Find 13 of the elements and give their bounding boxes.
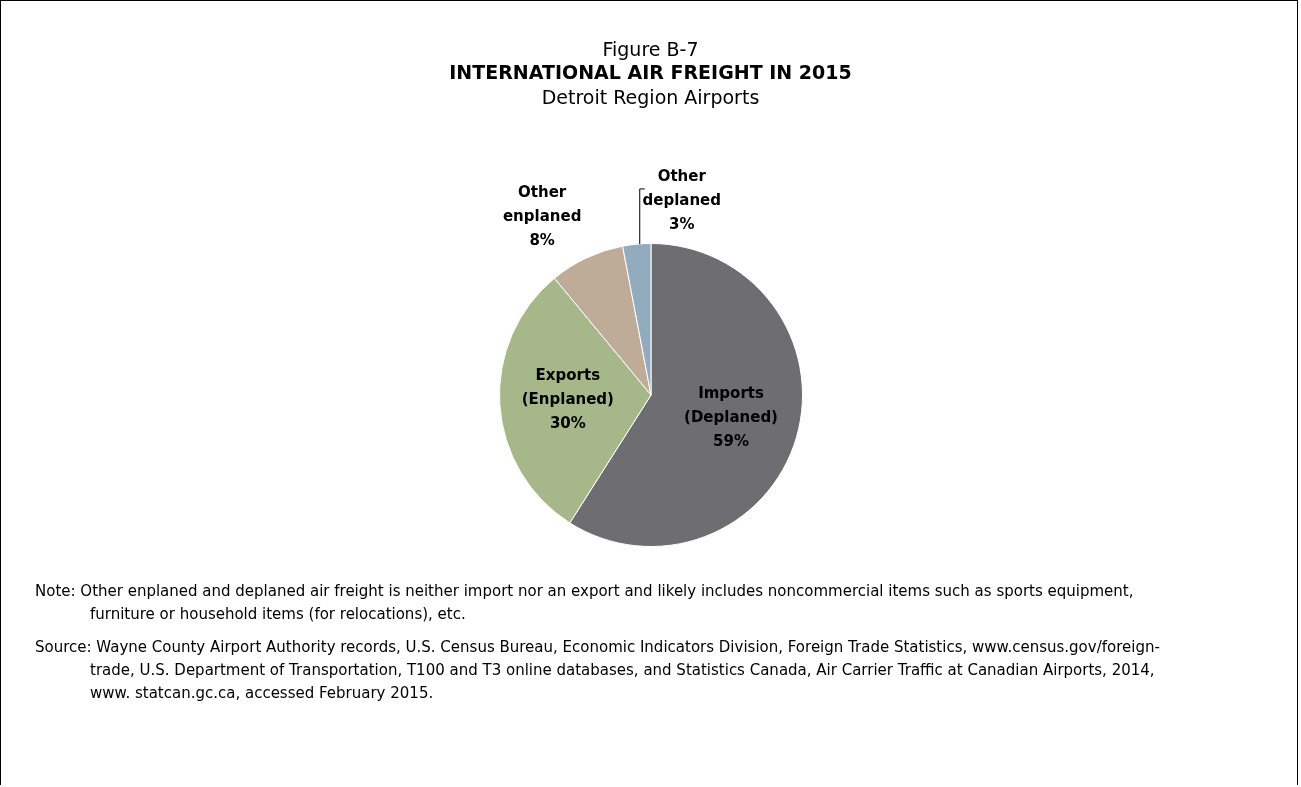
text: Figure B-7 xyxy=(601,38,700,60)
data-label: 59% xyxy=(713,432,749,451)
chart-subtitle: Detroit Region Airports xyxy=(540,86,761,108)
slice-label: Other deplaned xyxy=(642,166,721,209)
data-label: 30% xyxy=(549,414,586,433)
slice-label: Imports (Deplaned) xyxy=(684,384,778,427)
data-label: 3% xyxy=(669,214,695,233)
source-note: Source: Wayne County Airport Authority records, U.S. Census Bureau, Economic Indicators Division, Foreign Trade Statistics, www.census.gov/foreign-trade, U.S. Department of Transportation, T100 and T3 online databases, and Statistics Canada, Air Carrier Traffic at Canadian Airports, 2014, www. statcan.gc.ca, accessed February 2015. xyxy=(35,637,1161,704)
data-label: 8% xyxy=(529,230,555,249)
chart-title: INTERNATIONAL AIR FREIGHT IN 2015 xyxy=(448,61,853,83)
slice-label: Other enplaned xyxy=(502,182,582,225)
text: Note: Other enplaned and deplaned air freight is neither import nor an export and likely includes noncommercial items such as sports equipment, furniture or household items (for relocations), etc. xyxy=(35,581,1135,625)
slice-label: Exports (Enplaned) xyxy=(521,366,614,409)
